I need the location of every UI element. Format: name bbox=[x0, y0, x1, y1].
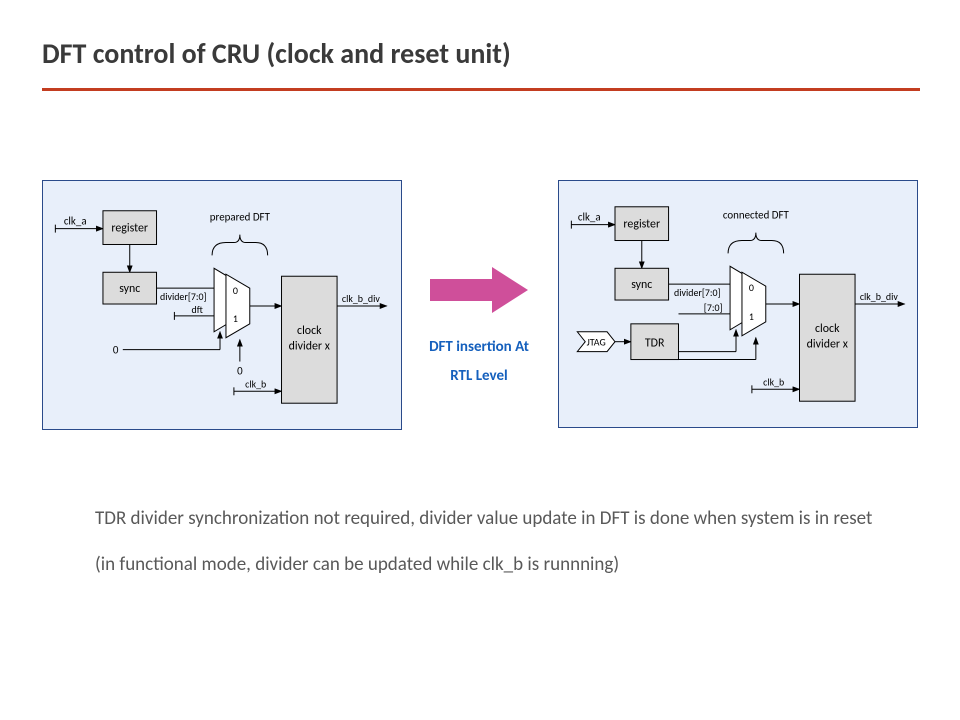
svg-left: clk_a register sync divider[7:0] dft 0 0… bbox=[43, 181, 401, 429]
mux-in0-r: 0 bbox=[749, 282, 754, 294]
label-zero-left: 0 bbox=[113, 344, 119, 357]
arrow-caption-line1: DFT insertion At bbox=[400, 333, 558, 362]
label-clk-a-r: clk_a bbox=[578, 211, 601, 224]
label-jtag: JTAG bbox=[587, 337, 606, 349]
transition-arrow-icon bbox=[424, 265, 534, 315]
label-clk-a: clk_a bbox=[64, 215, 87, 228]
label-divider-l2: divider x bbox=[289, 340, 331, 354]
body-paragraphs: TDR divider synchronization not required… bbox=[95, 505, 875, 596]
label-out-r: clk_b_div bbox=[860, 291, 899, 303]
label-out-left: clk_b_div bbox=[342, 293, 381, 305]
diagram-prepared-dft: clk_a register sync divider[7:0] dft 0 0… bbox=[42, 180, 402, 430]
mux-in1-r: 1 bbox=[749, 311, 754, 323]
mux-front bbox=[226, 274, 250, 337]
label-bus70: [7:0] bbox=[704, 302, 723, 314]
label-divider-r-l2: divider x bbox=[807, 338, 849, 352]
mux-in1: 1 bbox=[233, 313, 238, 325]
page-title: DFT control of CRU (clock and reset unit… bbox=[42, 36, 511, 71]
label-sync: sync bbox=[119, 282, 140, 296]
body-p1: TDR divider synchronization not required… bbox=[95, 505, 875, 533]
mux-in0: 0 bbox=[233, 285, 238, 297]
label-register-r: register bbox=[623, 218, 660, 232]
label-sync-r: sync bbox=[631, 278, 652, 292]
label-divider-r-l1: clock bbox=[815, 322, 840, 336]
brace-left bbox=[212, 235, 268, 256]
brace-label-left: prepared DFT bbox=[210, 211, 271, 224]
label-clk-b-r: clk_b bbox=[763, 376, 784, 388]
label-divider-bus: divider[7:0] bbox=[160, 291, 207, 303]
label-clk-b: clk_b bbox=[245, 378, 266, 390]
label-zero-bottom: 0 bbox=[237, 364, 243, 377]
label-register: register bbox=[111, 222, 148, 236]
body-p2: (in functional mode, divider can be upda… bbox=[95, 551, 875, 579]
label-divider-bus-r: divider[7:0] bbox=[674, 287, 721, 299]
label-dft: dft bbox=[192, 304, 203, 316]
title-rule bbox=[42, 88, 920, 91]
label-tdr: TDR bbox=[645, 337, 665, 351]
arrow-caption-line2: RTL Level bbox=[400, 362, 558, 391]
diagram-connected-dft: clk_a register sync divider[7:0] [7:0] J… bbox=[558, 180, 918, 428]
svg-right: clk_a register sync divider[7:0] [7:0] J… bbox=[559, 181, 917, 427]
label-divider-l1: clock bbox=[297, 324, 322, 338]
brace-right bbox=[728, 233, 784, 254]
transition-arrow-block: DFT insertion At RTL Level bbox=[400, 265, 558, 390]
brace-label-right: connected DFT bbox=[723, 209, 790, 222]
